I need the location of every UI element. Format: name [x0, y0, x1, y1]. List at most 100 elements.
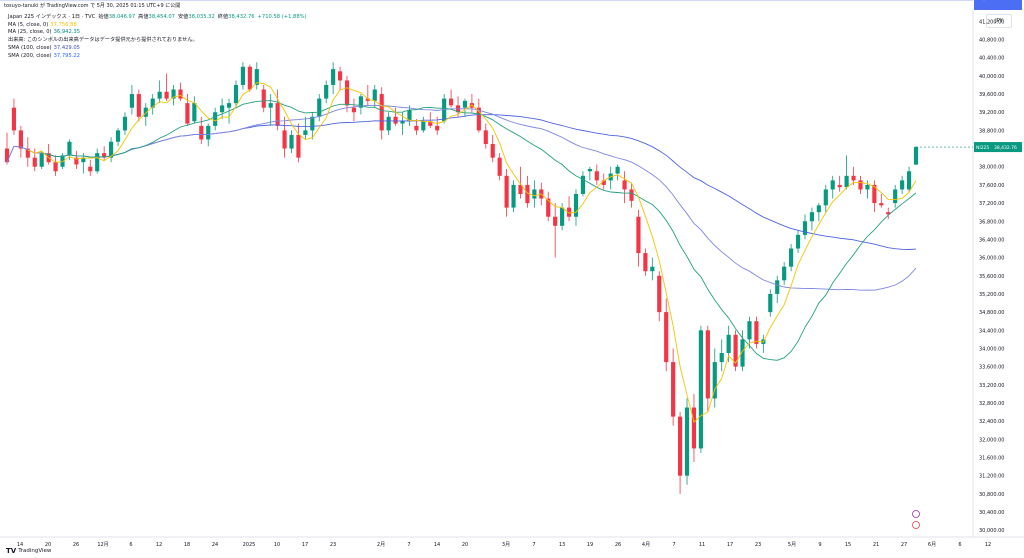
x-tick-label: 6	[958, 542, 961, 548]
indicator-row[interactable]: SMA (100, close) 37,429.05	[8, 44, 80, 51]
candle-body	[442, 98, 447, 122]
x-tick-label: 20	[462, 542, 468, 548]
candle-body	[129, 94, 134, 108]
candle-body	[525, 184, 530, 204]
candle-body	[18, 130, 23, 149]
candle-body	[900, 180, 905, 190]
x-tick-label: 26	[615, 542, 621, 548]
indicator-row[interactable]: 出来高: このシンボルの出来高データはデータ提供元から提供されておりません。	[8, 37, 198, 44]
candle-body	[143, 107, 148, 117]
candle-body	[25, 148, 30, 158]
candle-body	[698, 330, 703, 449]
candle-body	[747, 321, 752, 340]
candle-body	[719, 353, 724, 363]
x-tick-label: 23	[755, 542, 761, 548]
candle-body	[4, 148, 10, 163]
candle-body	[768, 293, 773, 313]
x-tick-label: 7	[532, 542, 535, 548]
ohlc-item: 高値38,454.07	[138, 14, 175, 20]
candle-body	[303, 130, 308, 135]
currency-button[interactable]: JPY	[986, 14, 1012, 28]
x-tick-label: 9	[818, 542, 821, 548]
candle-body	[109, 141, 114, 158]
indicator-row[interactable]: MA (5, close, 0) 37,756.88	[8, 21, 77, 28]
candle-body	[754, 321, 759, 344]
event-marker-icon	[912, 521, 920, 529]
y-tick-label: 40,800.00	[979, 38, 1004, 44]
candle-body	[657, 275, 662, 313]
candle-body	[858, 180, 863, 190]
y-tick-label: 30,400.00	[979, 510, 1004, 516]
candle-body	[726, 334, 731, 354]
candle-body	[553, 216, 558, 226]
indicator-row[interactable]: MA (25, close, 0) 36,942.35	[8, 29, 80, 36]
candle-body	[560, 207, 565, 226]
indicator-row[interactable]: SMA (200, close) 37,795.22	[8, 52, 80, 59]
candle-body	[317, 98, 322, 117]
last-price-value: 38,432.76	[994, 145, 1017, 151]
ohlc-values: 始値38,046.97 高値38,454.07 安値38,035.32 終値38,43…	[98, 14, 309, 22]
candle-body	[622, 180, 627, 190]
y-tick-label: 31,600.00	[979, 455, 1004, 461]
candle-body	[518, 184, 523, 194]
candle-body	[490, 144, 495, 158]
x-tick-label: 7	[672, 542, 675, 548]
x-tick-label: 20	[45, 542, 51, 548]
y-tick-label: 31,200.00	[979, 474, 1004, 480]
x-tick-label: 27	[901, 542, 907, 548]
y-tick-label: 39,200.00	[979, 110, 1004, 116]
candle-body	[199, 125, 204, 140]
candle-body	[816, 205, 821, 213]
ohlc-item: +710.58 (+1.88%)	[257, 14, 307, 20]
candle-body	[671, 362, 676, 417]
y-tick-label: 32,400.00	[979, 419, 1004, 425]
candle-body	[67, 141, 72, 156]
candle-body	[740, 339, 745, 367]
sma-200-line	[6, 114, 917, 250]
candle-body	[823, 189, 828, 206]
candle-body	[226, 103, 232, 108]
candle-body	[462, 100, 468, 108]
candle-body	[282, 130, 287, 149]
y-tick-label: 38,800.00	[979, 128, 1004, 134]
x-tick-label: 18	[184, 542, 190, 548]
x-tick-label: 21	[873, 542, 879, 548]
y-tick-label: 34,800.00	[979, 310, 1004, 316]
candle-body	[594, 171, 599, 181]
candle-body	[60, 155, 65, 167]
tradingview-logo-icon: TV	[6, 547, 17, 555]
candle-body	[337, 71, 343, 81]
candle-body	[705, 330, 710, 399]
candle-body	[830, 180, 835, 190]
candle-body	[393, 116, 398, 124]
candle-body	[331, 69, 336, 85]
published-line: tosuyo-tanuki が TradingView.com で 5月 30,…	[4, 3, 181, 9]
candle-body	[497, 157, 502, 176]
x-tick-label: 13	[559, 542, 565, 548]
horizontal-line-badge	[974, 0, 1022, 10]
candle-body	[11, 107, 17, 131]
candle-body	[400, 121, 405, 124]
candle-body	[261, 89, 266, 108]
last-price-badge	[974, 142, 1022, 153]
candle-body	[629, 189, 634, 201]
y-tick-label: 35,600.00	[979, 274, 1004, 280]
y-tick-label: 33,600.00	[979, 365, 1004, 371]
candle-body	[435, 125, 440, 131]
x-tick-label: 12月	[97, 542, 108, 548]
x-tick-label: 3月	[502, 542, 510, 548]
candle-body	[684, 407, 690, 476]
candle-body	[310, 116, 315, 131]
candle-body	[351, 107, 357, 113]
y-tick-label: 36,800.00	[979, 219, 1004, 225]
candle-body	[185, 103, 190, 124]
candle-body	[636, 216, 641, 254]
y-tick-label: 40,400.00	[979, 56, 1004, 62]
y-tick-label: 34,000.00	[979, 346, 1004, 352]
symbol-name: Japan 225 インデックス · 1日 · TVC	[8, 14, 96, 20]
candle-body	[324, 84, 329, 99]
candle-body	[504, 175, 509, 208]
x-tick-label: 14	[434, 542, 440, 548]
chart-legend: Japan 225 インデックス · 1日 · TVC 始値38,046.97 高…	[8, 14, 310, 60]
